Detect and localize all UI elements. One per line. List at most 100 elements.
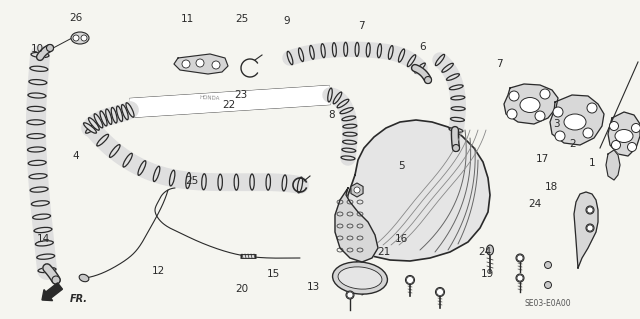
Circle shape bbox=[609, 122, 618, 130]
Ellipse shape bbox=[449, 85, 463, 90]
Ellipse shape bbox=[287, 51, 293, 65]
Text: 25: 25 bbox=[236, 14, 248, 24]
Ellipse shape bbox=[342, 140, 356, 144]
Ellipse shape bbox=[615, 130, 633, 143]
Circle shape bbox=[424, 77, 431, 84]
Circle shape bbox=[517, 275, 523, 281]
Ellipse shape bbox=[298, 177, 303, 193]
Ellipse shape bbox=[586, 224, 594, 232]
Ellipse shape bbox=[30, 187, 48, 192]
Ellipse shape bbox=[27, 120, 45, 125]
Ellipse shape bbox=[100, 111, 107, 126]
Ellipse shape bbox=[282, 175, 287, 191]
Ellipse shape bbox=[250, 174, 254, 190]
Circle shape bbox=[436, 288, 444, 295]
Ellipse shape bbox=[333, 262, 387, 294]
Text: 17: 17 bbox=[536, 154, 549, 164]
Text: 20: 20 bbox=[236, 284, 248, 294]
Ellipse shape bbox=[342, 148, 356, 152]
Ellipse shape bbox=[234, 174, 239, 190]
Circle shape bbox=[406, 277, 413, 284]
Text: 13: 13 bbox=[307, 282, 320, 292]
Ellipse shape bbox=[407, 55, 416, 67]
Ellipse shape bbox=[516, 274, 524, 282]
Text: HONDA: HONDA bbox=[200, 95, 220, 101]
Circle shape bbox=[52, 276, 60, 284]
Ellipse shape bbox=[451, 96, 465, 100]
Ellipse shape bbox=[545, 262, 552, 269]
FancyArrow shape bbox=[42, 283, 63, 300]
Text: 18: 18 bbox=[545, 182, 558, 192]
Ellipse shape bbox=[84, 123, 97, 133]
Ellipse shape bbox=[340, 108, 353, 114]
Circle shape bbox=[73, 35, 79, 41]
Text: 19: 19 bbox=[481, 269, 494, 279]
Circle shape bbox=[347, 292, 353, 298]
Ellipse shape bbox=[29, 79, 47, 85]
Circle shape bbox=[509, 91, 519, 101]
Ellipse shape bbox=[38, 267, 56, 273]
Ellipse shape bbox=[355, 42, 359, 56]
Ellipse shape bbox=[564, 114, 586, 130]
Polygon shape bbox=[606, 150, 620, 180]
Ellipse shape bbox=[31, 52, 49, 57]
Ellipse shape bbox=[138, 161, 146, 175]
Ellipse shape bbox=[109, 145, 120, 157]
Ellipse shape bbox=[35, 241, 53, 246]
Ellipse shape bbox=[218, 174, 222, 190]
Text: 12: 12 bbox=[152, 265, 165, 276]
Text: 23: 23 bbox=[234, 90, 247, 100]
Text: 4: 4 bbox=[72, 151, 79, 161]
Circle shape bbox=[587, 225, 593, 231]
Ellipse shape bbox=[545, 281, 552, 288]
Ellipse shape bbox=[116, 106, 123, 122]
Text: 25: 25 bbox=[186, 176, 198, 186]
Polygon shape bbox=[335, 188, 378, 262]
Circle shape bbox=[555, 131, 565, 141]
Ellipse shape bbox=[186, 173, 191, 189]
Ellipse shape bbox=[406, 276, 415, 285]
Polygon shape bbox=[574, 192, 598, 268]
Text: FR.: FR. bbox=[70, 294, 88, 304]
Ellipse shape bbox=[28, 147, 45, 152]
Text: 6: 6 bbox=[419, 42, 426, 52]
Ellipse shape bbox=[123, 153, 132, 167]
Ellipse shape bbox=[388, 46, 393, 59]
Text: 14: 14 bbox=[37, 234, 50, 244]
Ellipse shape bbox=[86, 123, 99, 133]
Text: 11: 11 bbox=[181, 14, 194, 24]
Circle shape bbox=[587, 103, 597, 113]
Text: 21: 21 bbox=[378, 247, 390, 257]
Ellipse shape bbox=[342, 116, 356, 121]
Ellipse shape bbox=[343, 124, 357, 128]
Text: 1: 1 bbox=[589, 158, 595, 168]
Polygon shape bbox=[504, 84, 558, 124]
Text: 3: 3 bbox=[554, 119, 560, 130]
Ellipse shape bbox=[34, 227, 52, 233]
Ellipse shape bbox=[378, 44, 381, 58]
Ellipse shape bbox=[126, 103, 134, 117]
Circle shape bbox=[553, 107, 563, 117]
Ellipse shape bbox=[170, 170, 175, 186]
Ellipse shape bbox=[79, 274, 89, 282]
Circle shape bbox=[196, 59, 204, 67]
Ellipse shape bbox=[97, 134, 109, 146]
Ellipse shape bbox=[321, 44, 325, 58]
Ellipse shape bbox=[29, 174, 47, 179]
Ellipse shape bbox=[153, 166, 160, 182]
Ellipse shape bbox=[333, 92, 342, 104]
Ellipse shape bbox=[366, 43, 370, 57]
Circle shape bbox=[611, 140, 621, 150]
Circle shape bbox=[452, 145, 460, 152]
Ellipse shape bbox=[399, 49, 404, 62]
Ellipse shape bbox=[344, 42, 348, 56]
Circle shape bbox=[182, 60, 190, 68]
Ellipse shape bbox=[266, 174, 271, 190]
Circle shape bbox=[517, 255, 523, 261]
Ellipse shape bbox=[36, 254, 54, 259]
Ellipse shape bbox=[298, 48, 303, 62]
Ellipse shape bbox=[30, 66, 48, 71]
Ellipse shape bbox=[486, 245, 493, 255]
Text: 24: 24 bbox=[479, 247, 492, 257]
Ellipse shape bbox=[332, 43, 337, 57]
